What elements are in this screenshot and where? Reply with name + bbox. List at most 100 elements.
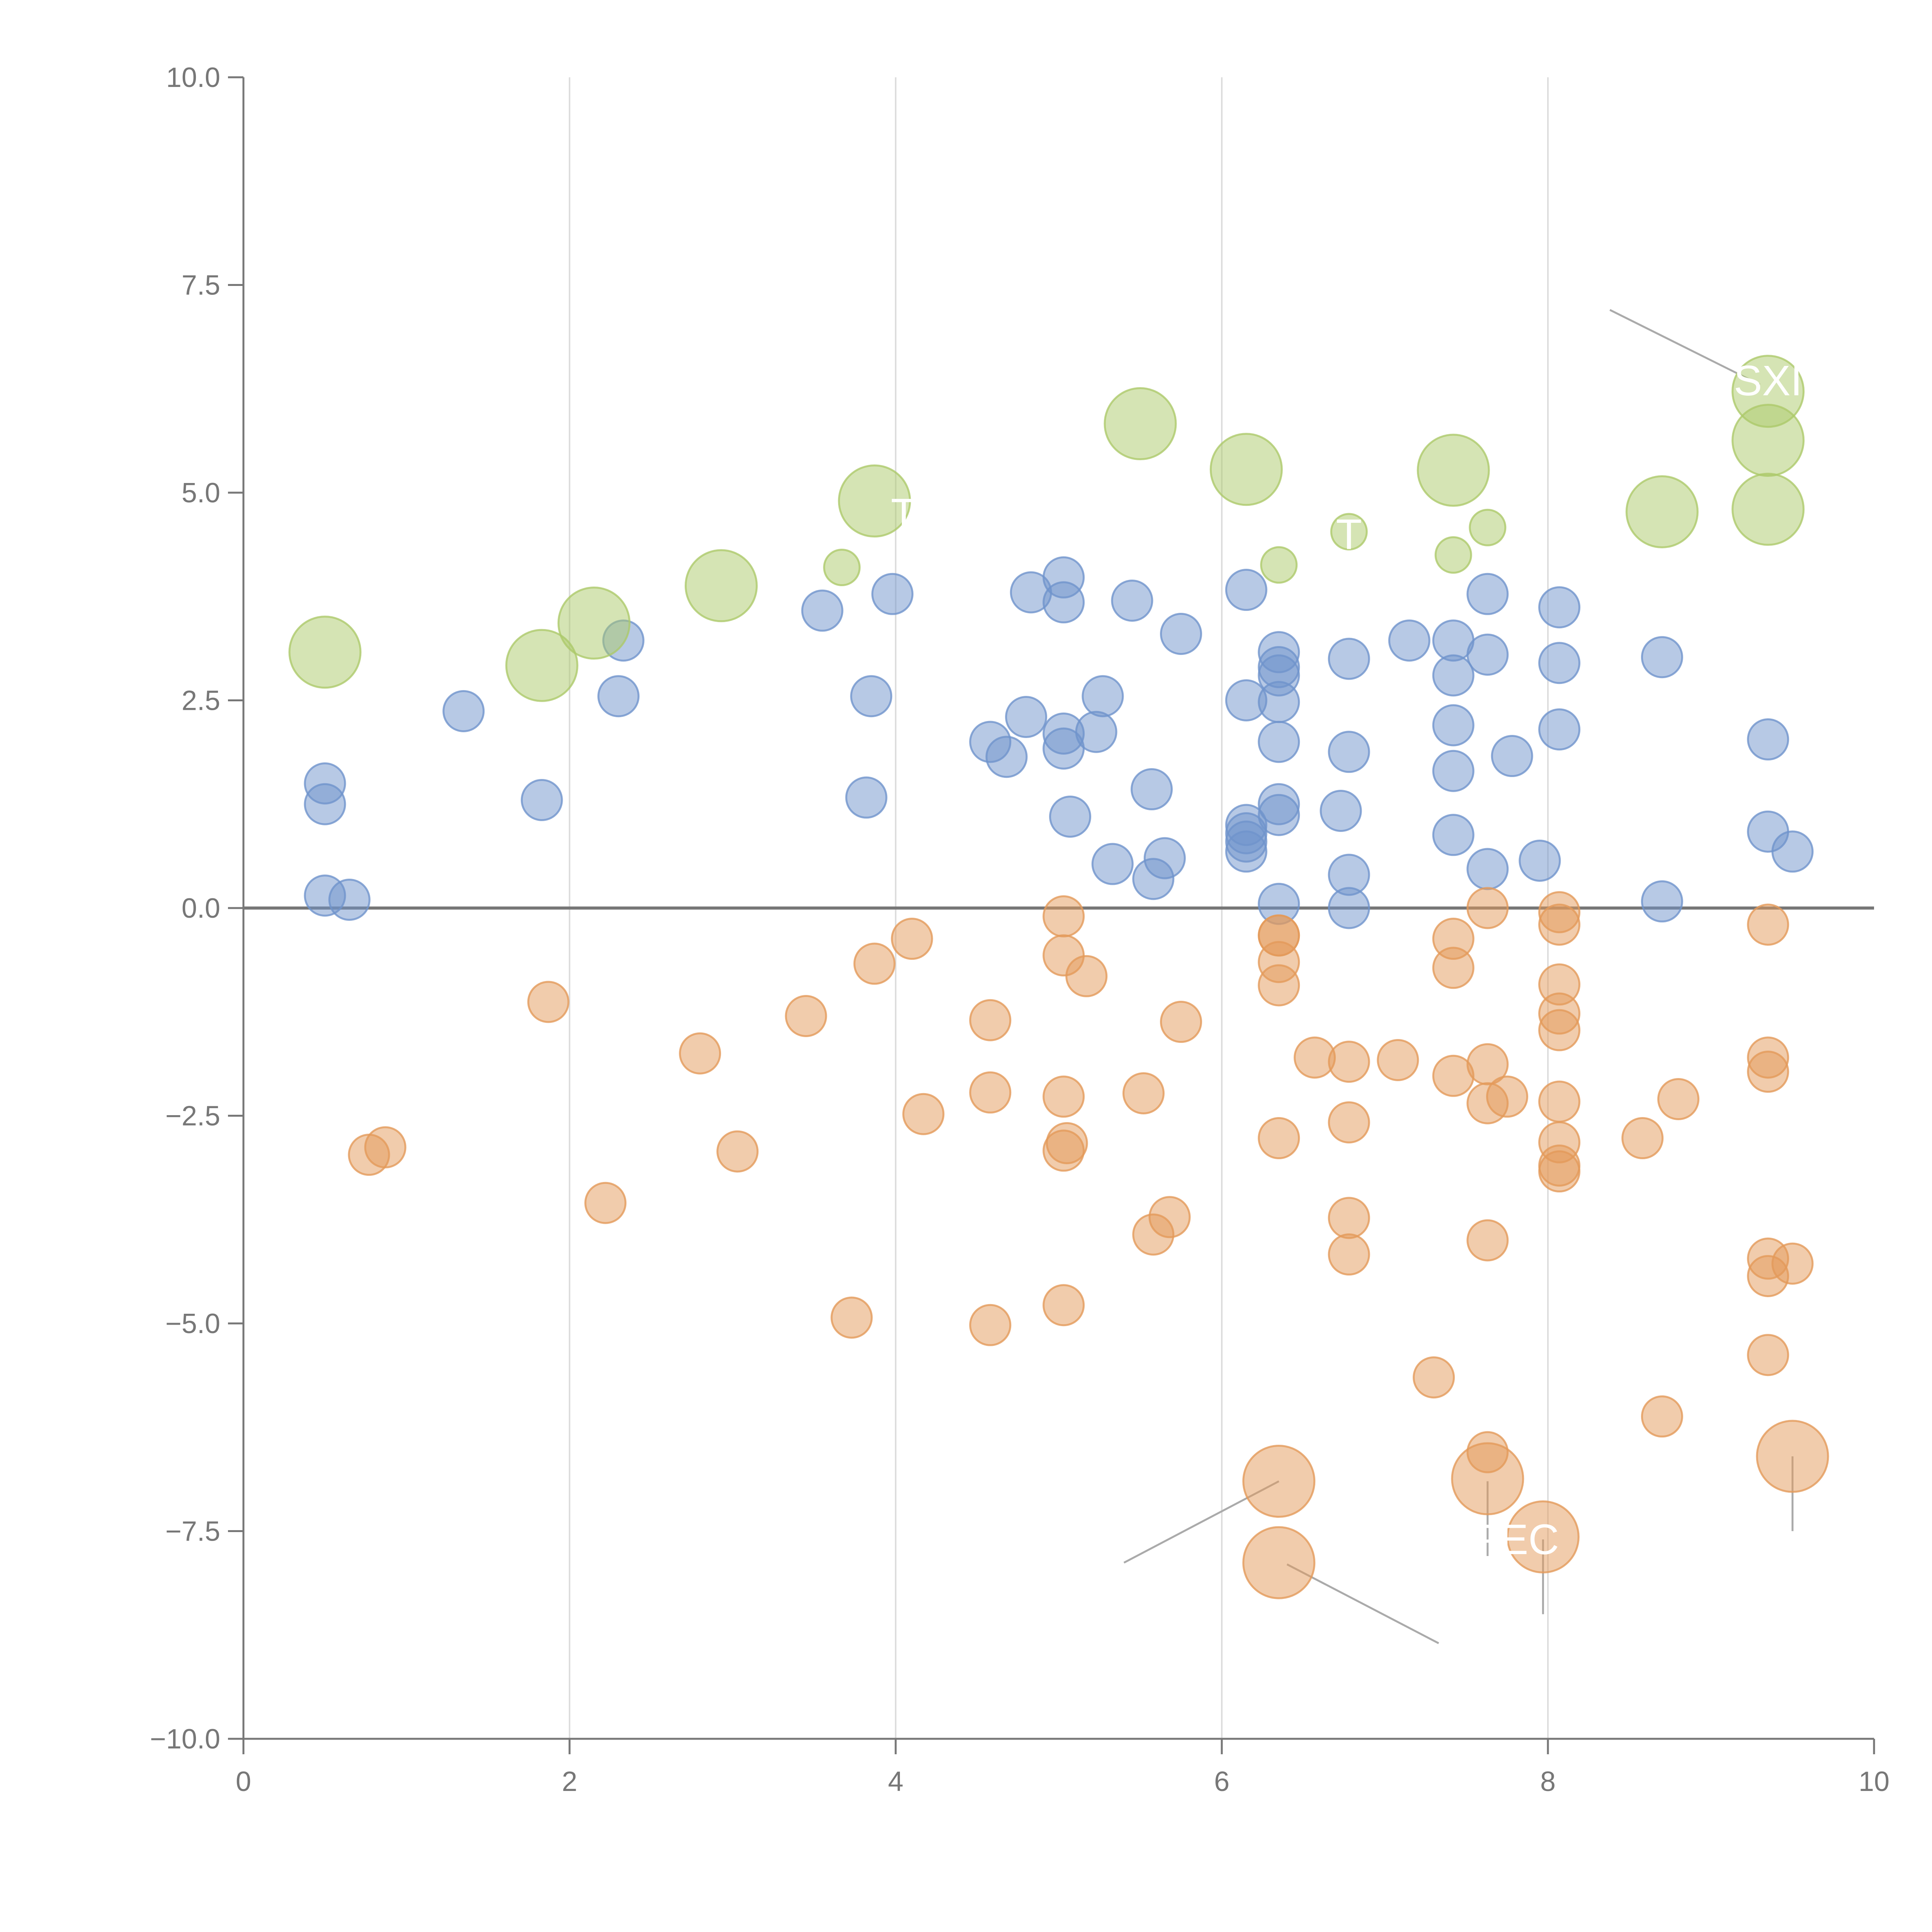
data-point-orange <box>1328 1101 1370 1144</box>
data-point-orange <box>1466 1219 1509 1262</box>
data-point-blue <box>1641 880 1683 923</box>
data-point-orange <box>1747 1334 1789 1376</box>
data-point-blue <box>985 736 1028 778</box>
data-point-orange <box>1538 1150 1581 1193</box>
data-point-blue <box>1082 675 1124 718</box>
data-point-orange <box>1657 1078 1700 1120</box>
data-point-blue <box>1432 654 1475 697</box>
data-point-blue <box>1466 633 1509 676</box>
data-point-blue <box>1258 794 1300 836</box>
data-point-blue <box>1328 638 1370 680</box>
data-point-orange <box>1538 1080 1581 1123</box>
data-point-blue <box>1491 735 1533 777</box>
data-point-orange <box>1621 1117 1664 1160</box>
data-point-orange <box>1377 1039 1419 1081</box>
data-point-green <box>288 616 362 689</box>
data-point-orange <box>1160 1001 1202 1043</box>
data-point-blue <box>1432 750 1475 792</box>
data-point-green-small <box>1260 546 1298 584</box>
annotation-label: T <box>891 490 917 537</box>
data-point-green <box>557 587 631 660</box>
data-point-blue <box>1131 768 1173 811</box>
data-point-blue <box>442 690 485 732</box>
data-point-orange <box>679 1032 721 1075</box>
y-tick-label: 10.0 <box>166 62 220 93</box>
data-point-blue <box>1538 708 1581 751</box>
data-point-orange-large <box>1242 1445 1316 1518</box>
data-point-blue <box>1043 581 1085 624</box>
data-points <box>288 355 1829 1599</box>
data-point-green-small <box>1434 536 1472 574</box>
data-point-blue <box>1466 573 1509 615</box>
data-point-orange <box>1466 887 1509 929</box>
data-point-blue <box>1160 613 1202 655</box>
data-point-blue <box>1771 830 1814 873</box>
data-point-orange <box>1747 903 1789 946</box>
data-point-blue <box>1538 586 1581 629</box>
data-point-green <box>1731 473 1805 546</box>
data-point-orange <box>1747 1051 1789 1093</box>
data-point-blue <box>871 573 914 615</box>
data-point-orange-large <box>1451 1442 1524 1515</box>
data-point-orange <box>969 1071 1012 1114</box>
data-point-blue <box>850 675 893 718</box>
data-point-blue <box>1320 789 1362 832</box>
y-tick-label: −2.5 <box>165 1101 220 1132</box>
y-tick-label: 5.0 <box>182 478 220 509</box>
x-tick-label: 0 <box>236 1766 251 1797</box>
data-point-orange <box>1043 895 1085 937</box>
data-point-orange-large <box>1756 1420 1829 1493</box>
data-point-orange <box>969 999 1012 1041</box>
annotation-label: SXI <box>1734 357 1802 405</box>
data-point-green <box>1104 387 1177 461</box>
x-tick-label: 6 <box>1214 1766 1230 1797</box>
annotation-leader-line <box>1286 1563 1439 1644</box>
data-point-orange <box>1538 1009 1581 1051</box>
data-point-blue <box>1225 830 1267 873</box>
data-point-green-small <box>1469 509 1507 546</box>
data-point-orange <box>1486 1075 1528 1118</box>
data-point-green <box>684 549 758 622</box>
data-point-orange <box>584 1182 627 1224</box>
data-point-orange <box>1043 1284 1085 1327</box>
data-point-orange <box>1258 964 1300 1007</box>
data-point-orange <box>1043 1075 1085 1118</box>
y-tick-label: 7.5 <box>182 270 220 301</box>
data-point-blue <box>304 783 346 825</box>
data-point-orange <box>1771 1242 1814 1285</box>
data-point-blue <box>1432 704 1475 747</box>
data-point-orange-large <box>1242 1526 1316 1599</box>
data-point-orange <box>1328 1041 1370 1083</box>
data-point-blue <box>1258 681 1300 723</box>
annotation-leader-line <box>1609 309 1760 386</box>
data-point-orange <box>527 981 570 1023</box>
x-tick-label: 2 <box>562 1766 577 1797</box>
data-point-orange-large <box>1506 1500 1580 1574</box>
data-point-blue <box>1641 636 1683 679</box>
data-point-green <box>838 464 911 537</box>
data-point-orange <box>1328 1233 1370 1276</box>
data-point-blue <box>1005 696 1048 738</box>
data-point-orange <box>1432 947 1475 989</box>
x-tick-label: 10 <box>1859 1766 1889 1797</box>
data-point-orange <box>853 942 896 985</box>
data-point-orange <box>1122 1072 1165 1114</box>
data-point-blue <box>1328 731 1370 773</box>
data-point-blue <box>520 779 563 821</box>
data-point-blue <box>801 589 844 632</box>
data-point-green-small <box>1330 513 1368 551</box>
data-point-green-small <box>823 549 861 586</box>
data-point-orange <box>785 995 827 1037</box>
data-point-blue <box>597 675 640 718</box>
annotation-labels: SXI PEC T T <box>891 357 1802 1563</box>
data-point-green <box>1625 475 1699 548</box>
data-point-blue <box>1388 619 1430 662</box>
axes: 10.0 7.5 5.0 2.5 0.0 −2.5 −5.0 −7.5 −10.0 0 2 4 6 8 10 <box>150 62 1889 1797</box>
data-point-orange <box>1538 903 1581 946</box>
data-point-blue <box>1466 848 1509 890</box>
data-point-blue <box>1519 839 1561 882</box>
data-point-orange <box>1258 914 1300 957</box>
data-point-green <box>1417 434 1490 507</box>
data-point-blue <box>1111 580 1153 622</box>
